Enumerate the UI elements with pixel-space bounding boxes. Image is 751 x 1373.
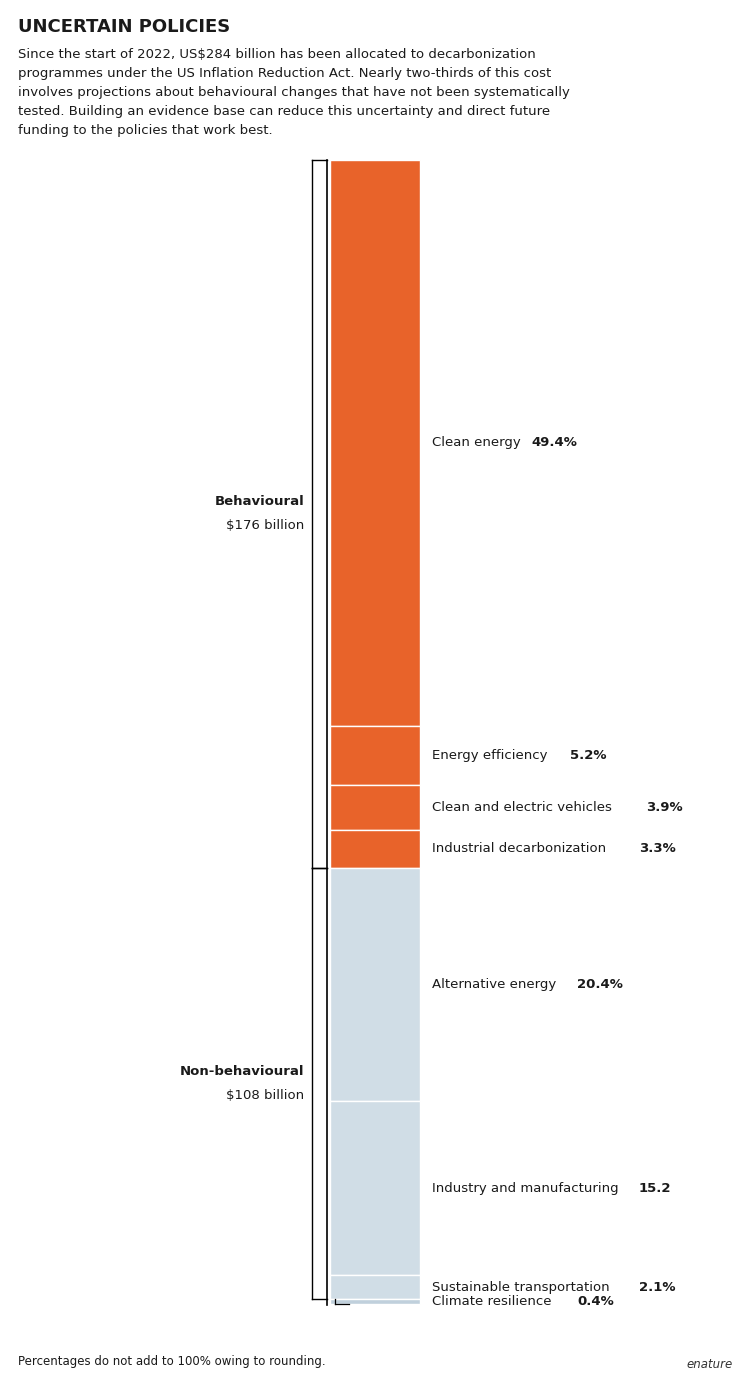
Bar [330,868,420,1101]
Text: funding to the policies that work best.: funding to the policies that work best. [18,124,273,137]
Text: Non-behavioural: Non-behavioural [179,1065,304,1078]
Bar [330,1276,420,1299]
Text: Clean and electric vehicles: Clean and electric vehicles [432,800,616,814]
Text: involves projections about behavioural changes that have not been systematically: involves projections about behavioural c… [18,86,570,99]
Bar [330,725,420,785]
Text: Since the start of 2022, US$284 billion has been allocated to decarbonization: Since the start of 2022, US$284 billion … [18,48,535,60]
Bar [330,1101,420,1276]
Text: 15.2: 15.2 [638,1182,671,1195]
Text: $108 billion: $108 billion [226,1089,304,1103]
Text: Percentages do not add to 100% owing to rounding.: Percentages do not add to 100% owing to … [18,1355,326,1368]
Text: UNCERTAIN POLICIES: UNCERTAIN POLICIES [18,18,231,36]
Text: 49.4%: 49.4% [532,437,578,449]
Bar [330,785,420,829]
Text: 0.4%: 0.4% [578,1295,614,1308]
Text: enature: enature [686,1358,733,1372]
Text: Climate resilience: Climate resilience [432,1295,556,1308]
Text: 2.1%: 2.1% [638,1281,675,1293]
Text: Industrial decarbonization: Industrial decarbonization [432,842,611,855]
Text: Behavioural: Behavioural [214,496,304,508]
Text: tested. Building an evidence base can reduce this uncertainty and direct future: tested. Building an evidence base can re… [18,104,550,118]
Text: Sustainable transportation: Sustainable transportation [432,1281,614,1293]
Text: Clean energy: Clean energy [432,437,525,449]
Bar [330,829,420,868]
Text: programmes under the US Inflation Reduction Act. Nearly two-thirds of this cost: programmes under the US Inflation Reduct… [18,67,551,80]
Text: Industry and manufacturing: Industry and manufacturing [432,1182,623,1195]
Bar [330,1299,420,1304]
Text: $176 billion: $176 billion [226,519,304,533]
Text: 20.4%: 20.4% [578,978,623,991]
Text: Alternative energy: Alternative energy [432,978,560,991]
Bar [330,161,420,725]
Text: 3.3%: 3.3% [638,842,675,855]
Text: 5.2%: 5.2% [570,748,606,762]
Text: Energy efficiency: Energy efficiency [432,748,552,762]
Text: 3.9%: 3.9% [647,800,683,814]
